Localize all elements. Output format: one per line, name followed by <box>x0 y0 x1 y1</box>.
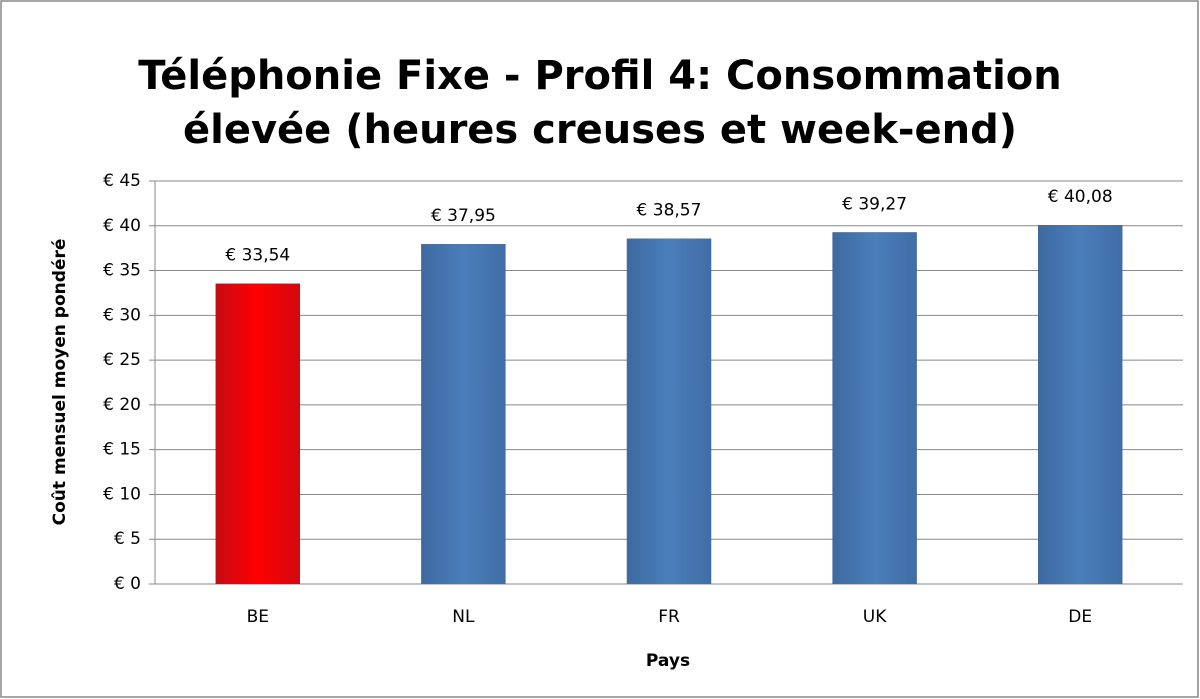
bar <box>215 283 300 584</box>
x-tick-label: UK <box>863 607 887 627</box>
bar <box>1038 225 1123 584</box>
x-tick-label: NL <box>452 607 475 627</box>
x-tick-label: DE <box>1068 607 1092 627</box>
value-label: € 37,95 <box>431 206 496 226</box>
y-axis-title: Coût mensuel moyen pondéré <box>50 239 70 526</box>
y-tick-label: € 10 <box>103 484 141 504</box>
y-tick-label: € 40 <box>103 216 141 236</box>
chart-title: Téléphonie Fixe - Profil 4: Consommation <box>138 53 1062 99</box>
value-label: € 40,08 <box>1048 187 1113 207</box>
value-label: € 39,27 <box>842 194 907 214</box>
y-tick-label: € 5 <box>114 529 141 549</box>
value-label: € 33,54 <box>225 246 290 266</box>
x-axis-title: Pays <box>646 651 690 671</box>
bar <box>626 238 712 584</box>
y-tick-label: € 45 <box>103 171 141 191</box>
y-tick-label: € 35 <box>103 261 141 281</box>
chart-title: élevée (heures creuses et week-end) <box>183 107 1017 153</box>
bar <box>421 244 506 585</box>
bar <box>832 232 917 584</box>
y-tick-label: € 15 <box>103 440 141 460</box>
value-label: € 38,57 <box>637 201 702 221</box>
x-tick-label: BE <box>247 607 269 627</box>
y-tick-label: € 0 <box>114 574 141 594</box>
y-tick-label: € 30 <box>103 305 141 325</box>
y-tick-label: € 20 <box>103 395 141 415</box>
x-tick-label: FR <box>658 607 680 627</box>
y-tick-label: € 25 <box>103 350 141 370</box>
